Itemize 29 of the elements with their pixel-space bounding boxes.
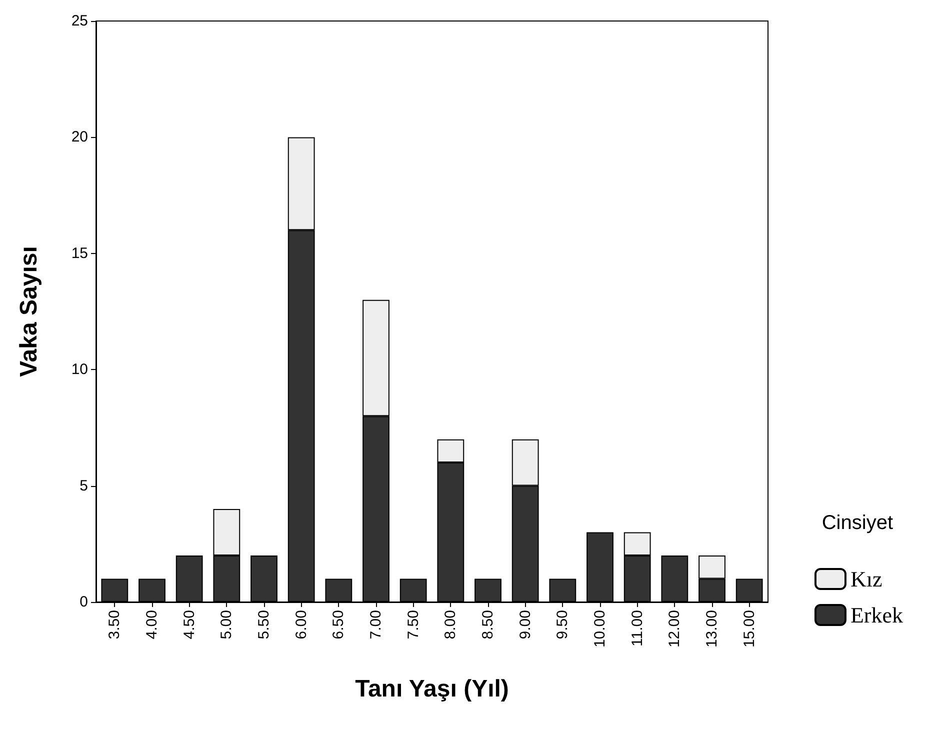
- x-tick-label: 7.50: [404, 610, 422, 640]
- x-tick-label: 3.50: [106, 610, 124, 640]
- x-tick-label: 5.50: [256, 610, 272, 640]
- legend-label: Kız: [850, 566, 882, 592]
- x-tick-label: 7.00: [368, 610, 384, 640]
- x-tick-label: 13.00: [704, 610, 720, 648]
- x-axis-title: Tanı Yaşı (Yıl): [355, 676, 509, 702]
- legend-label: Erkek: [850, 602, 903, 628]
- x-tick-label: 5.00: [218, 610, 236, 640]
- x-tick-label: 11.00: [628, 610, 646, 646]
- x-tick-label: 9.00: [516, 610, 534, 640]
- x-tick-label: 10.00: [592, 610, 608, 648]
- x-tick-label: 8.50: [480, 610, 496, 640]
- x-tick-label: 12.00: [666, 610, 684, 648]
- y-tick-label: 25: [71, 12, 88, 30]
- y-tick-label: 20: [71, 128, 88, 146]
- y-tick-label: 0: [80, 594, 88, 610]
- y-tick-label: 10: [71, 361, 88, 378]
- x-tick-label: 15.00: [740, 610, 758, 648]
- x-tick-label: 9.50: [554, 610, 572, 640]
- x-tick-label: 6.50: [330, 610, 348, 640]
- legend-title: Cinsiyet: [822, 512, 894, 534]
- x-tick-label: 6.00: [292, 610, 310, 640]
- x-tick-label: 8.00: [442, 610, 460, 640]
- x-tick-label: 4.50: [180, 610, 198, 640]
- x-tick-label: 4.00: [144, 610, 160, 640]
- y-tick-label: 5: [80, 477, 88, 494]
- y-axis-title: Vaka Sayısı: [16, 246, 42, 377]
- y-tick-label: 15: [71, 244, 88, 262]
